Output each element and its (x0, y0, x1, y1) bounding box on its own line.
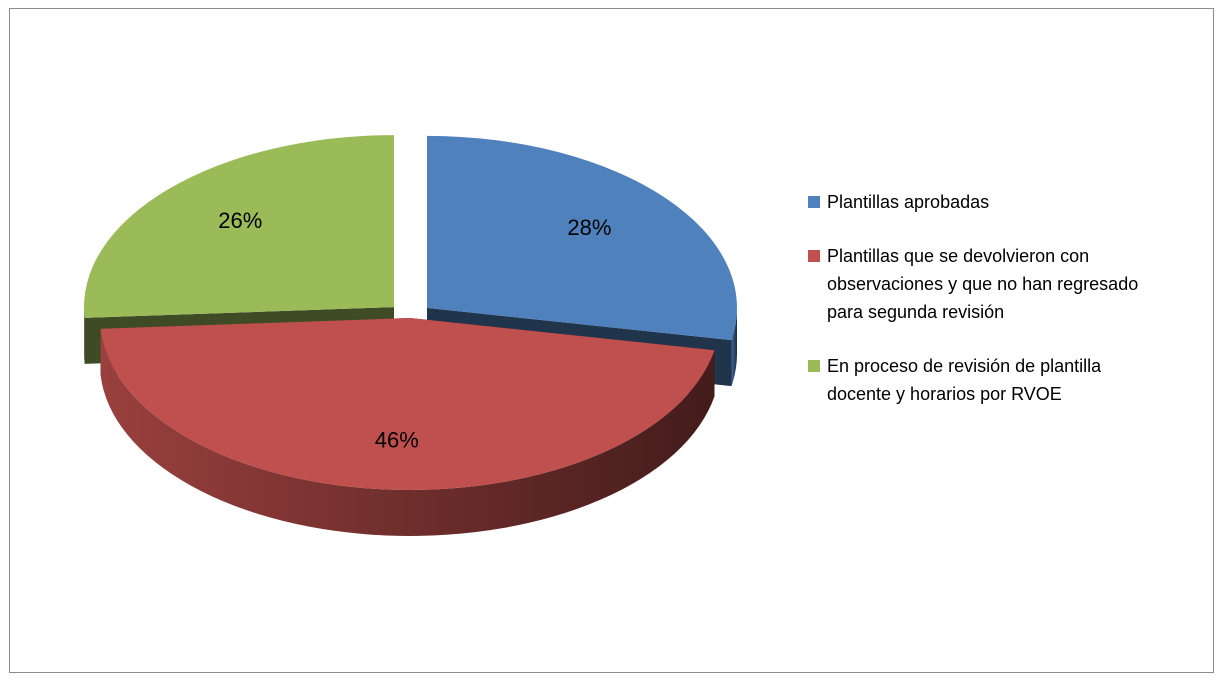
slice (83, 135, 394, 318)
legend-swatch (808, 360, 820, 372)
legend-swatch (808, 196, 820, 208)
slice-wall (100, 328, 715, 536)
slice-wall (83, 307, 85, 364)
legend-label: En proceso de revisión de plantilla doce… (827, 356, 1102, 404)
data-label: 28% (567, 215, 611, 240)
legend-label: Plantillas que se devolvieron con observ… (827, 246, 1139, 322)
slice-wall (731, 307, 737, 387)
slice (427, 135, 737, 341)
legend-swatch (808, 250, 820, 262)
data-label: 46% (375, 427, 419, 452)
legend-entry: Plantillas aprobadas (808, 188, 1148, 216)
data-label: 26% (218, 208, 262, 233)
legend-entry: Plantillas que se devolvieron con observ… (808, 242, 1148, 326)
slice (100, 318, 715, 490)
legend: Plantillas aprobadas Plantillas que se de… (808, 188, 1148, 408)
legend-entry: En proceso de revisión de plantilla doce… (808, 352, 1148, 408)
legend-label: Plantillas aprobadas (827, 192, 990, 212)
chart-frame (9, 8, 1214, 673)
